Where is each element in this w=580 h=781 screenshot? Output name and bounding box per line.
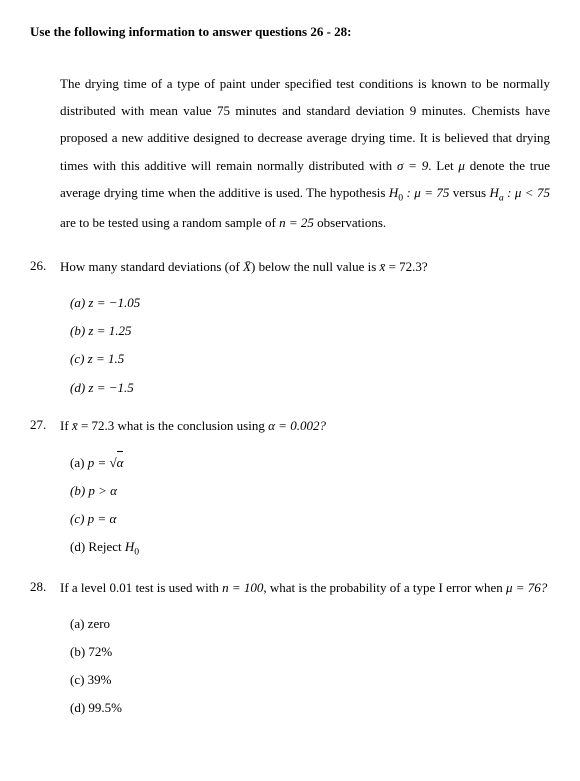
q26-options: (a) z = −1.05 (b) z = 1.25 (c) z = 1.5 (… (70, 292, 550, 398)
q27-option-a: (a) p = √α (70, 451, 550, 474)
context-part4: are to be tested using a random sample o… (60, 215, 279, 230)
q26-option-c: (c) z = 1.5 (70, 348, 550, 370)
q27-text1: If (60, 418, 72, 433)
q28-option-b: (b) 72% (70, 641, 550, 663)
question-26-text: 26. How many standard deviations (of X̄)… (30, 254, 550, 280)
q26-number: 26. (30, 254, 60, 280)
q28-mu: μ = 76? (506, 580, 547, 595)
question-28-text: 28. If a level 0.01 test is used with n … (30, 575, 550, 601)
q28-options: (a) zero (b) 72% (c) 39% (d) 99.5% (70, 613, 550, 719)
q28-text2: , what is the probability of a type I er… (263, 580, 506, 595)
header-instruction: Use the following information to answer … (30, 20, 550, 45)
h0-mid: : μ = 75 (403, 185, 449, 200)
q27-options: (a) p = √α (b) p > α (c) p = α (d) Rejec… (70, 451, 550, 561)
q28-n: n = 100 (222, 580, 263, 595)
q27-d-label: (d) Reject (70, 539, 125, 554)
q26-text3: = 72.3? (385, 259, 427, 274)
q28-option-a: (a) zero (70, 613, 550, 635)
sqrt-icon: √ (109, 452, 116, 474)
question-26: 26. How many standard deviations (of X̄)… (30, 254, 550, 398)
question-27-text: 27. If x̄ = 72.3 what is the conclusion … (30, 413, 550, 439)
q26-option-a: (a) z = −1.05 (70, 292, 550, 314)
q28-body: If a level 0.01 test is used with n = 10… (60, 575, 550, 601)
context-paragraph: The drying time of a type of paint under… (60, 70, 550, 237)
h0-h: H (389, 185, 398, 200)
q26-option-d: (d) z = −1.5 (70, 377, 550, 399)
q26-text1: How many standard deviations (of (60, 259, 243, 274)
q27-option-d: (d) Reject H0 (70, 536, 550, 561)
q27-number: 27. (30, 413, 60, 439)
q27-a-expr1: p = (88, 455, 110, 470)
q28-text1: If a level 0.01 test is used with (60, 580, 222, 595)
context-part2: . Let (428, 158, 458, 173)
sigma-expr: σ = 9 (397, 158, 428, 173)
ha-h: H (489, 185, 498, 200)
ha-mid: : μ < 75 (504, 185, 550, 200)
q26-body: How many standard deviations (of X̄) bel… (60, 254, 550, 280)
q27-d-sub: 0 (134, 546, 139, 557)
n-expr: n = 25 (279, 215, 314, 230)
q27-a-label: (a) (70, 455, 88, 470)
q26-xbar: X̄ (243, 259, 251, 274)
question-27: 27. If x̄ = 72.3 what is the conclusion … (30, 413, 550, 561)
q27-option-c: (c) p = α (70, 508, 550, 530)
q26-text2: ) below the null value is (251, 259, 380, 274)
q27-text2: = 72.3 what is the conclusion using (78, 418, 268, 433)
q27-a-sqrt-content: α (117, 451, 124, 474)
q27-option-b: (b) p > α (70, 480, 550, 502)
q28-number: 28. (30, 575, 60, 601)
context-part5: observations. (314, 215, 386, 230)
question-28: 28. If a level 0.01 test is used with n … (30, 575, 550, 719)
q28-option-d: (d) 99.5% (70, 697, 550, 719)
q27-body: If x̄ = 72.3 what is the conclusion usin… (60, 413, 550, 439)
q28-option-c: (c) 39% (70, 669, 550, 691)
versus: versus (449, 185, 489, 200)
q26-option-b: (b) z = 1.25 (70, 320, 550, 342)
q27-alpha: α = 0.002? (268, 418, 326, 433)
header-text: Use the following information to answer … (30, 24, 352, 39)
q27-d-h: H (125, 539, 134, 554)
